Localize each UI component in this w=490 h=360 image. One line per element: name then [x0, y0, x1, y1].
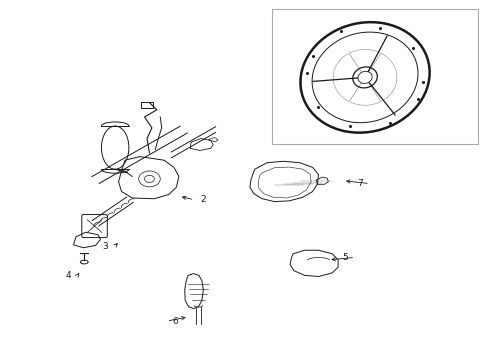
- Bar: [272, 9, 478, 144]
- Text: 3: 3: [102, 242, 108, 251]
- Text: 7: 7: [357, 179, 363, 188]
- Text: 1: 1: [275, 71, 281, 80]
- Bar: [141, 102, 153, 108]
- Text: 6: 6: [172, 317, 178, 325]
- Text: 5: 5: [343, 253, 348, 262]
- Text: 4: 4: [66, 271, 72, 280]
- Text: 1: 1: [275, 71, 281, 80]
- Text: 2: 2: [200, 195, 206, 204]
